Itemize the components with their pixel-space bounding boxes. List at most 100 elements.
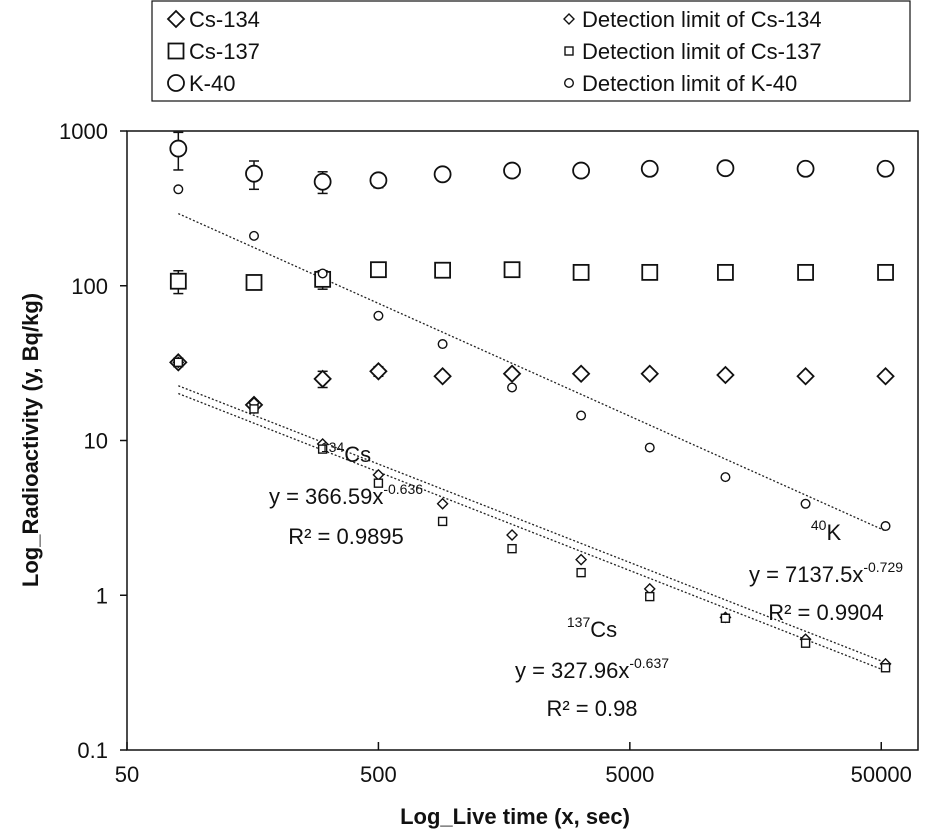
annotation-equation: y = 327.96x-0.637	[515, 655, 669, 683]
detection-limit-of-k-40-point	[880, 521, 891, 532]
k-40-point	[716, 159, 735, 178]
y-axis-title: Log_Radioactivity (y, Bq/kg)	[18, 293, 43, 587]
detection-limit-of-cs-134-point	[372, 468, 385, 481]
detection-limit-of-cs-137-point	[880, 663, 891, 673]
detection-limit-of-cs-137-point	[373, 478, 384, 488]
annotation-equation: y = 7137.5x-0.729	[749, 559, 903, 587]
legend-label-k-40: K-40	[189, 71, 235, 96]
legend-marker-k-40	[167, 74, 185, 92]
annotation-134cs: 134Cs y = 366.59x-0.636 R² = 0.9895	[269, 439, 423, 549]
detection-limit-of-k-40-point	[173, 184, 184, 195]
cs-137-point	[717, 263, 734, 281]
cs-137-point	[245, 274, 263, 291]
detection-limit-of-cs-137-point	[437, 516, 448, 527]
x-tick-label: 500	[360, 762, 397, 787]
legend-label-detection-limit-of-k-40: Detection limit of K-40	[582, 71, 797, 96]
k-40-point	[369, 171, 388, 190]
legend-label-detection-limit-of-cs-134: Detection limit of Cs-134	[582, 7, 822, 32]
annotation-r2: R² = 0.98	[546, 696, 637, 721]
cs-137-point	[797, 263, 814, 281]
detection-limit-of-k-40-point	[507, 382, 518, 393]
cs-134-point	[716, 365, 735, 385]
cs-137-point	[572, 263, 590, 281]
detection-limit-of-cs-137-point	[576, 567, 586, 578]
k-40-point	[640, 159, 659, 178]
trendline-2	[178, 213, 886, 532]
detection-limit-of-k-40-point	[373, 310, 384, 321]
trendline-1	[178, 392, 886, 672]
x-tick-label: 50000	[851, 762, 912, 787]
annotation-r2: R² = 0.9895	[288, 524, 404, 549]
annotations: 134Cs y = 366.59x-0.636 R² = 0.9895 137Cs y …	[269, 439, 903, 721]
detection-limit-of-k-40-point	[317, 268, 328, 279]
cs-137-point	[169, 272, 187, 290]
k-40-point	[433, 165, 452, 184]
y-tick-label: 100	[71, 274, 108, 299]
annotation-r2: R² = 0.9904	[768, 600, 884, 625]
y-tick-label: 1000	[59, 119, 108, 144]
detection-limit-of-cs-137-point	[800, 638, 811, 648]
legend-label-cs-134: Cs-134	[189, 7, 260, 32]
legend-marker-detection-limit-of-cs-134	[563, 13, 575, 25]
detection-limit-of-cs-137-point	[720, 613, 731, 623]
cs-137-point	[503, 261, 521, 279]
annotation-nuclide: 134Cs	[321, 439, 371, 467]
axis-ticks: 50 500 5000 50000 0.1 1 10 100 1000	[59, 119, 912, 787]
detection-limit-of-k-40-point	[437, 339, 448, 350]
detection-limit-of-k-40-point	[800, 498, 811, 509]
legend-label-detection-limit-of-cs-137: Detection limit of Cs-137	[582, 39, 822, 64]
k-40-point	[245, 164, 263, 183]
detection-limit-of-k-40-point	[644, 442, 655, 453]
x-axis-title: Log_Live time (x, sec)	[400, 804, 630, 829]
k-40-point	[313, 172, 332, 191]
y-tick-label: 10	[84, 429, 108, 454]
k-40-point	[796, 159, 815, 178]
legend: Cs-134 Cs-137 K-40 Detection limit of Cs-13…	[151, 0, 911, 102]
cs-134-point	[796, 367, 815, 386]
legend-marker-detection-limit-of-cs-137	[564, 46, 574, 56]
cs-134-point	[571, 364, 591, 384]
k-40-point	[572, 161, 591, 180]
detection-limit-of-k-40-point	[249, 230, 260, 241]
cs-137-point	[434, 261, 452, 279]
error-bars	[173, 131, 384, 410]
legend-label-cs-137: Cs-137	[189, 39, 260, 64]
legend-marker-cs-137	[167, 42, 185, 60]
k-40-point	[503, 161, 521, 180]
data-points	[169, 139, 895, 673]
annotation-40k: 40K y = 7137.5x-0.729 R² = 0.9904	[749, 517, 903, 625]
cs-134-point	[640, 364, 660, 384]
trendline-0	[178, 385, 886, 664]
detection-limit-of-k-40-point	[720, 472, 731, 483]
x-tick-label: 5000	[605, 762, 654, 787]
detection-limit-of-cs-137-point	[645, 591, 655, 602]
detection-limit-of-cs-137-point	[249, 404, 259, 414]
detection-limit-of-k-40-point	[576, 410, 587, 421]
detection-limit-of-cs-134-point	[436, 497, 449, 510]
cs-134-point	[313, 369, 332, 389]
legend-box	[151, 0, 911, 102]
detection-limit-of-cs-137-point	[507, 543, 517, 554]
cs-134-point	[876, 367, 895, 386]
x-tick-label: 50	[115, 762, 139, 787]
k-40-point	[876, 159, 895, 178]
detection-limit-of-cs-137-point	[317, 444, 328, 454]
annotation-equation: y = 366.59x-0.636	[269, 481, 423, 509]
detection-limit-of-cs-134-point	[575, 553, 588, 566]
detection-limit-of-cs-134-point	[506, 529, 519, 542]
cs-134-point	[502, 364, 522, 384]
cs-137-point	[877, 263, 894, 281]
detection-limit-of-cs-137-point	[173, 357, 184, 368]
cs-134-point	[433, 367, 452, 386]
y-tick-label: 0.1	[77, 738, 108, 763]
legend-marker-cs-134	[166, 9, 186, 29]
annotation-nuclide: 137Cs	[567, 614, 617, 642]
cs-134-point	[369, 362, 388, 381]
cs-137-point	[370, 261, 387, 279]
annotation-nuclide: 40K	[811, 517, 842, 545]
cs-137-point	[641, 263, 659, 281]
y-tick-label: 1	[96, 583, 108, 608]
k-40-point	[169, 139, 188, 158]
legend-marker-detection-limit-of-k-40	[564, 77, 575, 88]
